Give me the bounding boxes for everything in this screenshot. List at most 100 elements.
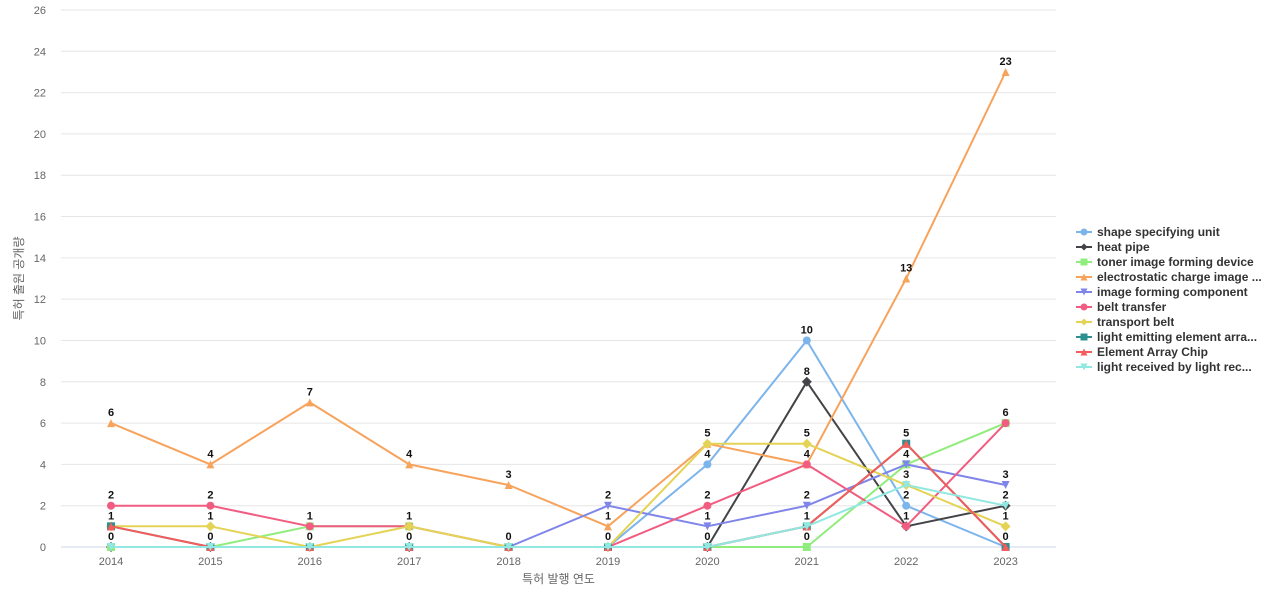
data-label: 2 xyxy=(1003,490,1009,502)
data-label: 1 xyxy=(1003,510,1009,522)
legend-marker xyxy=(1080,273,1088,280)
series-line xyxy=(110,442,1007,548)
x-tick-label: 2019 xyxy=(596,556,620,568)
legend-marker xyxy=(1080,333,1088,340)
legend-marker xyxy=(1080,258,1088,265)
data-label: 4 xyxy=(406,448,413,460)
legend-label: heat pipe xyxy=(1097,239,1150,254)
data-point xyxy=(604,522,612,531)
data-label: 10 xyxy=(801,324,813,336)
data-point xyxy=(1000,521,1011,532)
data-point xyxy=(404,521,415,532)
legend-item-10[interactable]: light received by light rec... xyxy=(1076,359,1276,374)
data-point xyxy=(902,274,911,283)
data-point xyxy=(902,481,911,490)
data-point xyxy=(107,419,115,428)
legend-swatch xyxy=(1076,363,1092,370)
y-tick-label: 6 xyxy=(40,418,46,430)
legend-item-3[interactable]: toner image forming device xyxy=(1076,254,1276,269)
legend-label: belt transfer xyxy=(1097,299,1167,314)
y-tick-label: 4 xyxy=(40,459,46,471)
legend-swatch xyxy=(1076,243,1092,250)
data-point xyxy=(703,543,712,551)
data-label: 1 xyxy=(605,510,611,522)
legend-label: shape specifying unit xyxy=(1097,224,1220,239)
data-label: 1 xyxy=(704,510,710,522)
data-point xyxy=(504,481,513,490)
data-point xyxy=(703,501,712,510)
y-tick-label: 20 xyxy=(34,129,46,141)
series-7 xyxy=(106,438,1011,552)
x-tick-label: 2014 xyxy=(99,556,123,568)
data-label: 4 xyxy=(207,448,214,460)
legend-marker xyxy=(1080,348,1088,355)
data-label: 7 xyxy=(307,386,313,398)
x-tick-label: 2016 xyxy=(298,556,322,568)
data-label: 0 xyxy=(804,531,810,543)
data-point xyxy=(802,336,811,345)
legend-item-6[interactable]: belt transfer xyxy=(1076,299,1276,314)
data-label: 6 xyxy=(108,407,114,419)
legend-label: image forming component xyxy=(1097,284,1248,299)
data-label: 3 xyxy=(506,469,512,481)
data-point xyxy=(604,501,612,510)
data-point xyxy=(206,543,215,551)
data-point xyxy=(305,522,314,531)
y-tick-label: 2 xyxy=(40,501,46,513)
legend-marker xyxy=(1080,303,1088,310)
legend-item-8[interactable]: light emitting element arra... xyxy=(1076,329,1276,344)
y-tick-label: 16 xyxy=(34,212,46,224)
legend-item-7[interactable]: transport belt xyxy=(1076,314,1276,329)
y-tick-label: 12 xyxy=(34,294,46,306)
legend-item-4[interactable]: electrostatic charge image ... xyxy=(1076,269,1276,284)
x-tick-label: 2020 xyxy=(695,556,719,568)
data-point xyxy=(902,501,911,510)
data-point xyxy=(802,501,811,510)
legend-marker xyxy=(1080,243,1088,250)
data-label: 13 xyxy=(900,263,912,275)
x-axis-ticks: 2014 2015 2016 2017 2018 2019 2020 2021 2022 2023 xyxy=(99,556,1018,568)
legend-item-1[interactable]: shape specifying unit xyxy=(1076,224,1276,239)
data-label: 2 xyxy=(804,490,810,502)
data-label: 8 xyxy=(804,366,810,378)
legend-label: toner image forming device xyxy=(1097,254,1254,269)
data-label: 2 xyxy=(704,490,710,502)
data-point xyxy=(107,501,115,510)
legend-swatch xyxy=(1076,258,1092,265)
data-label: 4 xyxy=(704,448,711,460)
legend-label: electrostatic charge image ... xyxy=(1097,269,1262,284)
y-tick-label: 18 xyxy=(34,170,46,182)
data-point xyxy=(1001,543,1010,551)
y-tick-label: 14 xyxy=(34,253,46,265)
series-10 xyxy=(107,481,1010,551)
y-axis-title: 특허 출원 공개량 xyxy=(12,237,26,321)
data-label: 0 xyxy=(406,531,412,543)
data-label: 2 xyxy=(108,490,114,502)
series-line xyxy=(111,442,1006,548)
data-label: 3 xyxy=(1003,469,1009,481)
data-labels: 6210421071041030210542101085421013543212… xyxy=(108,56,1012,543)
data-point xyxy=(206,460,215,469)
legend-marker xyxy=(1080,318,1088,325)
data-point xyxy=(902,439,911,448)
data-label: 0 xyxy=(1003,531,1009,543)
data-point xyxy=(703,522,712,531)
legend-item-9[interactable]: Element Array Chip xyxy=(1076,344,1276,359)
data-point xyxy=(305,543,314,551)
legend-item-2[interactable]: heat pipe xyxy=(1076,239,1276,254)
series-8 xyxy=(107,439,1010,551)
legend-item-5[interactable]: image forming component xyxy=(1076,284,1276,299)
legend-label: Element Array Chip xyxy=(1097,344,1208,359)
data-label: 1 xyxy=(804,510,810,522)
series-3 xyxy=(107,419,1010,551)
legend-swatch xyxy=(1076,333,1092,340)
data-label: 0 xyxy=(307,531,313,543)
series-line xyxy=(111,484,1006,548)
data-point xyxy=(1001,419,1010,428)
series-9 xyxy=(107,439,1010,551)
data-point xyxy=(1001,481,1010,490)
legend-swatch xyxy=(1076,273,1092,280)
y-tick-label: 10 xyxy=(34,335,46,347)
